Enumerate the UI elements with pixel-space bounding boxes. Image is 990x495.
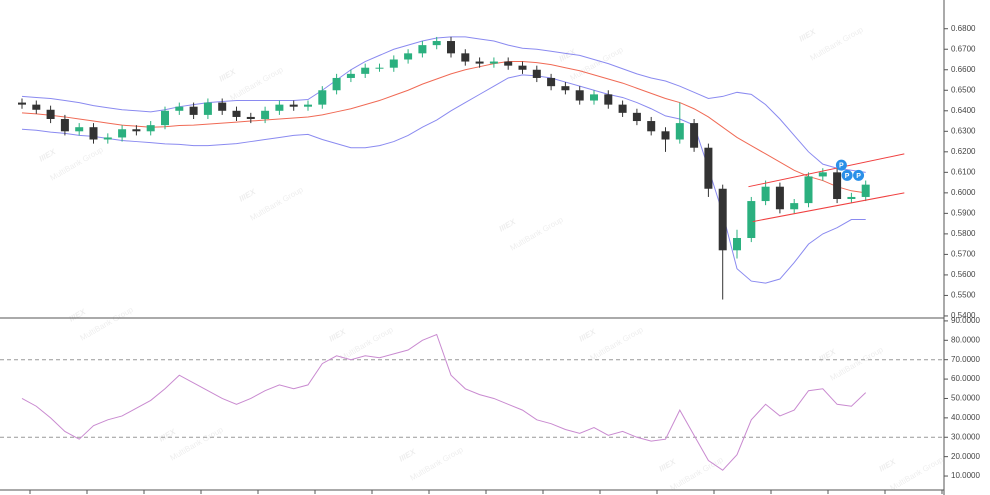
candle-body xyxy=(32,104,41,110)
y-tick-label: 10.0000 xyxy=(951,471,980,480)
bollinger-band xyxy=(21,61,866,194)
candle-body xyxy=(189,106,198,115)
candle-body xyxy=(861,184,870,197)
trendline xyxy=(752,192,905,223)
candle-body xyxy=(89,127,98,140)
candle-body xyxy=(590,94,598,101)
candle-body xyxy=(218,102,227,111)
candle-body xyxy=(475,61,484,64)
candle-body xyxy=(790,203,799,210)
candle-body xyxy=(361,67,370,74)
y-tick-label: 0.5600 xyxy=(951,270,976,279)
candle-body xyxy=(575,90,584,101)
candle-body xyxy=(833,172,842,200)
y-tick-label: 60.0000 xyxy=(951,374,980,383)
candle-body xyxy=(332,77,341,91)
y-tick-label: 70.0000 xyxy=(951,355,980,364)
candle-body xyxy=(389,59,398,68)
candle-body xyxy=(375,67,384,69)
y-tick-label: 0.5500 xyxy=(951,291,976,300)
candle-body xyxy=(847,196,856,200)
y-tick-label: 0.6000 xyxy=(951,188,976,197)
candle-body xyxy=(118,129,127,138)
y-tick-label: 0.5800 xyxy=(951,229,976,238)
candle-body xyxy=(418,45,427,54)
candle-body xyxy=(704,147,713,189)
candle-body xyxy=(146,125,155,132)
bollinger-band xyxy=(21,36,866,173)
rsi-line xyxy=(21,333,867,471)
candle-body xyxy=(489,61,498,64)
candle-body xyxy=(504,61,513,66)
candle-body xyxy=(818,172,827,177)
candle-body xyxy=(246,116,255,119)
y-tick-label: 0.6700 xyxy=(951,44,976,53)
candle-body xyxy=(203,102,212,115)
candle-body xyxy=(161,110,169,126)
candle-body xyxy=(733,237,741,251)
marker-label: P xyxy=(839,162,844,169)
candle-body xyxy=(561,86,570,91)
candle-body xyxy=(518,65,527,70)
marker xyxy=(853,169,865,181)
candle-body xyxy=(747,201,756,238)
candle-body xyxy=(461,53,470,62)
candle-body xyxy=(661,131,670,140)
y-tick-label: 90.0000 xyxy=(951,316,980,325)
y-tick-label: 20.0000 xyxy=(951,452,980,461)
candle-body xyxy=(261,110,270,119)
candle-body xyxy=(103,137,112,140)
candle-body xyxy=(46,109,55,119)
candle-body xyxy=(18,102,26,105)
marker xyxy=(835,159,847,171)
candle-body xyxy=(447,41,455,54)
candle-body xyxy=(75,127,84,132)
candle-body xyxy=(532,69,541,78)
candle-body xyxy=(404,53,413,60)
candle-body xyxy=(346,73,355,78)
candle-body xyxy=(804,176,813,204)
y-tick-label: 80.0000 xyxy=(951,335,980,344)
marker-label: P xyxy=(856,173,861,180)
y-tick-label: 0.6800 xyxy=(951,24,976,33)
y-tick-label: 0.6300 xyxy=(951,126,976,135)
candle-body xyxy=(132,129,141,132)
candle-body xyxy=(175,106,184,111)
candle-body xyxy=(718,188,727,251)
candle-body xyxy=(675,123,684,140)
marker xyxy=(841,169,853,181)
y-tick-label: 0.5700 xyxy=(951,250,976,259)
candle-body xyxy=(318,90,327,105)
candle-body xyxy=(275,104,284,111)
y-tick-label: 0.6500 xyxy=(951,85,976,94)
candle-body xyxy=(775,186,784,210)
candle-body xyxy=(232,110,241,117)
candle-body xyxy=(690,123,699,148)
candle-body xyxy=(647,121,656,132)
candle-body xyxy=(432,41,441,46)
candle-body xyxy=(289,104,298,107)
y-tick-label: 30.0000 xyxy=(951,432,980,441)
candle-body xyxy=(618,104,627,113)
candle-body xyxy=(304,104,312,107)
y-tick-label: 0.6600 xyxy=(951,65,976,74)
candle-body xyxy=(761,186,770,202)
y-tick-label: 0.6100 xyxy=(951,167,976,176)
candle-body xyxy=(604,94,613,105)
y-tick-label: 0.5400 xyxy=(951,311,976,320)
trendline xyxy=(748,153,905,188)
y-tick-label: 40.0000 xyxy=(951,413,980,422)
candle-body xyxy=(632,112,641,122)
y-tick-label: 0.6400 xyxy=(951,106,976,115)
y-tick-label: 50.0000 xyxy=(951,394,980,403)
candle-body xyxy=(60,118,69,132)
candle-body xyxy=(547,77,556,87)
y-tick-label: 0.6200 xyxy=(951,147,976,156)
y-tick-label: 0.5900 xyxy=(951,208,976,217)
marker-label: P xyxy=(845,173,850,180)
